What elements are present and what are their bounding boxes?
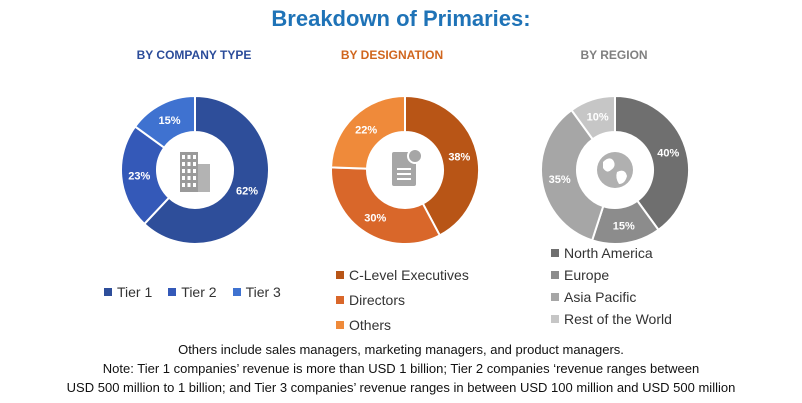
building-icon <box>180 152 210 192</box>
building-window <box>182 183 185 187</box>
footnotes: Others include sales managers, marketing… <box>0 340 802 397</box>
footnote-line: USD 500 million to 1 billion; and Tier 3… <box>66 380 736 395</box>
document-line <box>397 178 411 180</box>
slice-label: 10% <box>587 112 609 124</box>
building-window <box>193 155 196 159</box>
donut-slice <box>133 94 196 150</box>
document-badge <box>407 148 423 164</box>
legend-item: Rest of the World <box>551 308 672 330</box>
legend-item: Tier 3 <box>232 284 281 300</box>
donut-slice <box>614 94 690 232</box>
legend-label: Directors <box>349 292 406 308</box>
donut-slice <box>330 166 442 245</box>
legend-item: Directors <box>336 289 469 311</box>
legend-swatch <box>336 271 344 279</box>
building-window <box>187 155 191 159</box>
building-window <box>182 169 185 173</box>
donut-chart-0: 62% 23% 15% <box>120 94 270 245</box>
page-title: Breakdown of Primaries: <box>271 6 531 31</box>
building-window <box>182 176 185 180</box>
slice-label: 23% <box>128 170 150 182</box>
legend-item: Asia Pacific <box>551 286 672 308</box>
legend-item: Tier 2 <box>168 284 217 300</box>
footnote-line: Note: Tier 1 companies’ revenue is more … <box>102 361 700 376</box>
legend-swatch <box>104 288 112 296</box>
slice-label: 62% <box>236 186 258 198</box>
chart-title-company-type: BY COMPANY TYPE <box>136 48 252 62</box>
slice-label: 15% <box>613 220 635 232</box>
legend-item: Tier 1 <box>104 284 152 300</box>
legend-label: C-Level Executives <box>349 267 469 283</box>
globe-land <box>603 158 615 172</box>
building-window <box>193 169 196 173</box>
slice-label: 30% <box>364 212 386 224</box>
legend-label: Others <box>349 317 392 333</box>
legend-swatch <box>336 296 344 304</box>
legend-swatch <box>551 271 559 279</box>
building-window <box>187 162 191 166</box>
donut-slice <box>142 94 270 245</box>
legend-label: Tier 3 <box>245 284 281 300</box>
donut-slice <box>570 94 616 141</box>
legend-label: Tier 2 <box>181 284 217 300</box>
slice-label: 40% <box>657 148 679 160</box>
legend-item: C-Level Executives <box>336 264 469 286</box>
building-window <box>187 183 191 187</box>
globe-land <box>616 170 627 184</box>
chart-title-region: BY REGION <box>580 48 648 62</box>
donut-chart-1: 38% 30% 22% <box>330 94 480 245</box>
building-window <box>193 176 196 180</box>
legend-label: Rest of the World <box>564 311 672 327</box>
building-block <box>198 164 210 192</box>
legend-label: Tier 1 <box>117 284 153 300</box>
legend-label: Asia Pacific <box>564 289 637 305</box>
document-icon <box>392 148 423 186</box>
building-window <box>193 183 196 187</box>
footnote-line: Others include sales managers, marketing… <box>178 342 624 357</box>
slice-label: 15% <box>159 115 181 127</box>
legend-label: Europe <box>564 267 610 283</box>
donut-slice <box>404 94 480 237</box>
slice-label: 35% <box>549 174 571 186</box>
donut-chart-2: 40% 15% 35% 10% <box>540 94 690 245</box>
legend-company-type: Tier 1 Tier 2 Tier 3 <box>104 284 297 300</box>
globe-icon <box>597 152 633 188</box>
legend-swatch <box>336 321 344 329</box>
legend-designation: C-Level Executives Directors Others <box>336 264 469 336</box>
legend-label: North America <box>564 245 653 261</box>
building-window <box>187 176 191 180</box>
legend-swatch <box>551 293 559 301</box>
building-window <box>187 169 191 173</box>
legend-swatch <box>551 315 559 323</box>
building-window <box>193 162 196 166</box>
document-line <box>397 168 411 170</box>
slice-label: 38% <box>448 151 470 163</box>
building-window <box>182 155 185 159</box>
legend-item: Europe <box>551 264 672 286</box>
building-window <box>182 162 185 166</box>
document-line <box>397 173 411 175</box>
slice-label: 22% <box>355 125 377 137</box>
legend-region: North America Europe Asia Pacific Rest o… <box>551 242 672 330</box>
chart-title-designation: BY DESIGNATION <box>340 48 444 62</box>
donut-slice <box>540 108 605 242</box>
legend-swatch <box>168 288 177 296</box>
legend-item: North America <box>551 242 672 264</box>
legend-swatch <box>232 288 241 296</box>
globe-sphere <box>597 152 633 188</box>
donut-slice <box>330 94 406 170</box>
legend-swatch <box>551 249 559 257</box>
legend-item: Others <box>336 314 469 336</box>
